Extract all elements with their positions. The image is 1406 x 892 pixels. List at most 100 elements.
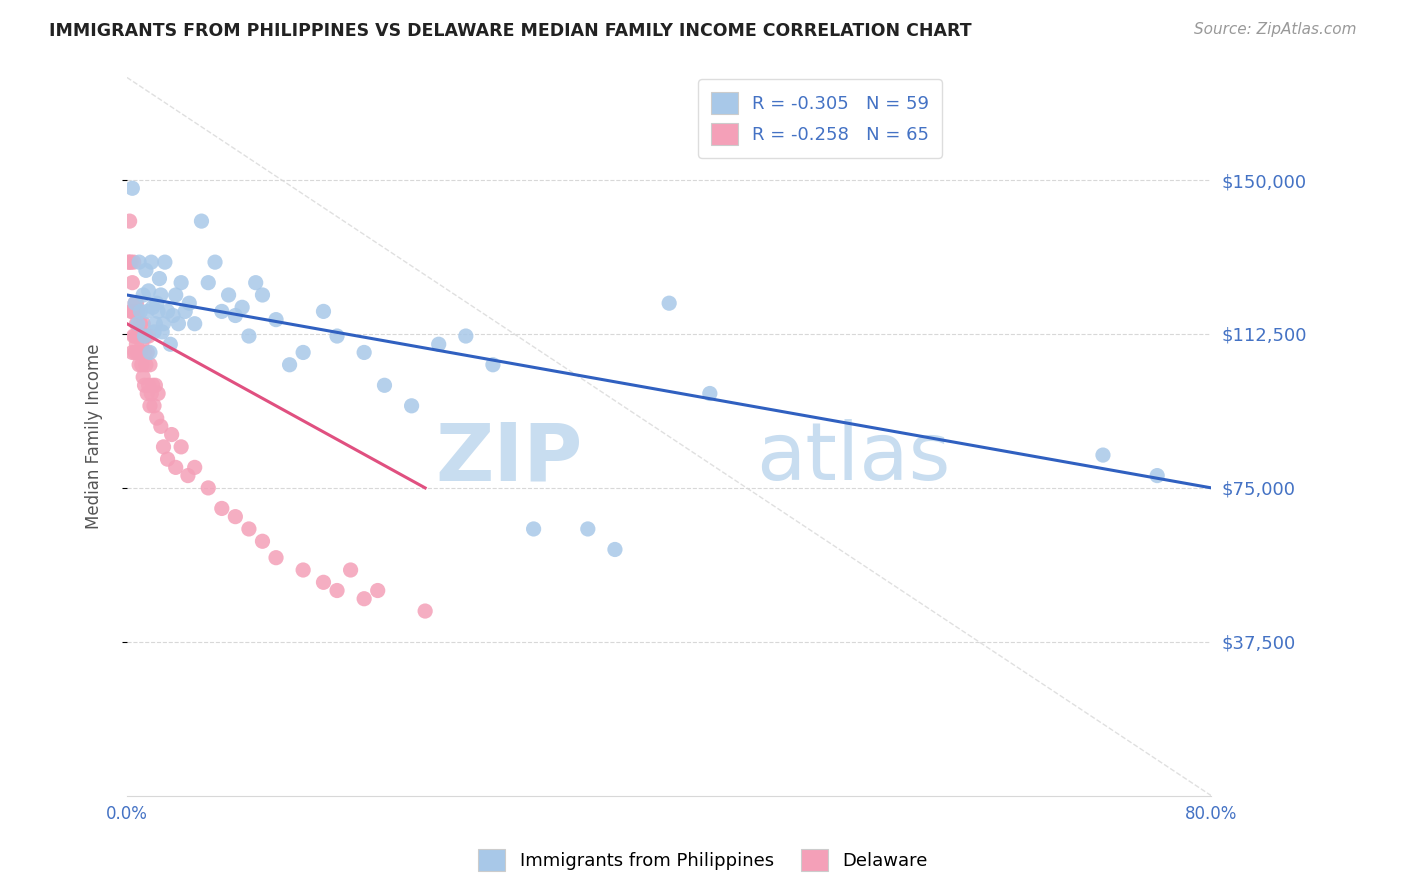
Point xyxy=(312,575,335,590)
Point xyxy=(160,427,183,442)
Point xyxy=(122,304,145,318)
Point xyxy=(124,296,146,310)
Point xyxy=(132,317,155,331)
Point xyxy=(121,304,143,318)
Point xyxy=(152,317,174,331)
Point xyxy=(121,276,143,290)
Point xyxy=(603,542,626,557)
Point xyxy=(170,440,193,454)
Point xyxy=(292,563,315,577)
Point xyxy=(1146,468,1168,483)
Point xyxy=(183,317,205,331)
Point xyxy=(183,460,205,475)
Point xyxy=(292,345,315,359)
Text: Source: ZipAtlas.com: Source: ZipAtlas.com xyxy=(1194,22,1357,37)
Point xyxy=(142,301,165,315)
Point xyxy=(136,386,159,401)
Point xyxy=(156,304,179,318)
Point xyxy=(120,304,142,318)
Point xyxy=(143,325,166,339)
Point xyxy=(156,452,179,467)
Point xyxy=(326,329,349,343)
Point xyxy=(145,296,167,310)
Point xyxy=(139,399,162,413)
Point xyxy=(231,301,253,315)
Point xyxy=(128,255,150,269)
Point xyxy=(138,284,160,298)
Text: ZIP: ZIP xyxy=(434,419,582,497)
Point xyxy=(170,276,193,290)
Point xyxy=(413,604,436,618)
Point xyxy=(121,345,143,359)
Text: IMMIGRANTS FROM PHILIPPINES VS DELAWARE MEDIAN FAMILY INCOME CORRELATION CHART: IMMIGRANTS FROM PHILIPPINES VS DELAWARE … xyxy=(49,22,972,40)
Point xyxy=(122,255,145,269)
Point xyxy=(145,411,167,425)
Point xyxy=(218,288,240,302)
Point xyxy=(134,345,156,359)
Point xyxy=(264,312,287,326)
Point xyxy=(124,329,146,343)
Point xyxy=(152,440,174,454)
Point xyxy=(165,460,187,475)
Point xyxy=(129,317,152,331)
Point xyxy=(135,263,157,277)
Point xyxy=(148,271,170,285)
Point xyxy=(373,378,395,392)
Point xyxy=(139,358,162,372)
Point xyxy=(131,358,153,372)
Point xyxy=(482,358,505,372)
Point xyxy=(125,296,148,310)
Point xyxy=(149,288,172,302)
Point xyxy=(129,345,152,359)
Point xyxy=(125,337,148,351)
Point xyxy=(177,468,200,483)
Point xyxy=(128,358,150,372)
Point xyxy=(211,304,233,318)
Point xyxy=(135,329,157,343)
Point xyxy=(224,509,246,524)
Point xyxy=(141,386,163,401)
Point xyxy=(136,345,159,359)
Point xyxy=(125,317,148,331)
Point xyxy=(146,386,169,401)
Point xyxy=(142,378,165,392)
Point xyxy=(162,309,184,323)
Legend: Immigrants from Philippines, Delaware: Immigrants from Philippines, Delaware xyxy=(471,842,935,879)
Point xyxy=(117,255,139,269)
Point xyxy=(122,329,145,343)
Point xyxy=(339,563,361,577)
Point xyxy=(143,399,166,413)
Point xyxy=(401,399,423,413)
Point xyxy=(523,522,546,536)
Y-axis label: Median Family Income: Median Family Income xyxy=(86,343,103,529)
Point xyxy=(427,337,450,351)
Point xyxy=(132,370,155,384)
Point xyxy=(278,358,301,372)
Point xyxy=(127,304,149,318)
Point xyxy=(131,337,153,351)
Point xyxy=(238,329,260,343)
Point xyxy=(150,325,173,339)
Point xyxy=(174,304,197,318)
Point xyxy=(576,522,599,536)
Point xyxy=(127,329,149,343)
Point xyxy=(118,255,141,269)
Point xyxy=(118,214,141,228)
Point xyxy=(238,522,260,536)
Point xyxy=(138,378,160,392)
Point xyxy=(190,214,212,228)
Point xyxy=(149,419,172,434)
Legend: R = -0.305   N = 59, R = -0.258   N = 65: R = -0.305 N = 59, R = -0.258 N = 65 xyxy=(699,79,942,158)
Point xyxy=(124,296,146,310)
Point xyxy=(252,288,274,302)
Point xyxy=(127,345,149,359)
Point xyxy=(224,309,246,323)
Point xyxy=(127,317,149,331)
Point xyxy=(204,255,226,269)
Text: atlas: atlas xyxy=(756,419,950,497)
Point xyxy=(129,304,152,318)
Point xyxy=(326,583,349,598)
Point xyxy=(132,288,155,302)
Point xyxy=(136,304,159,318)
Point xyxy=(128,329,150,343)
